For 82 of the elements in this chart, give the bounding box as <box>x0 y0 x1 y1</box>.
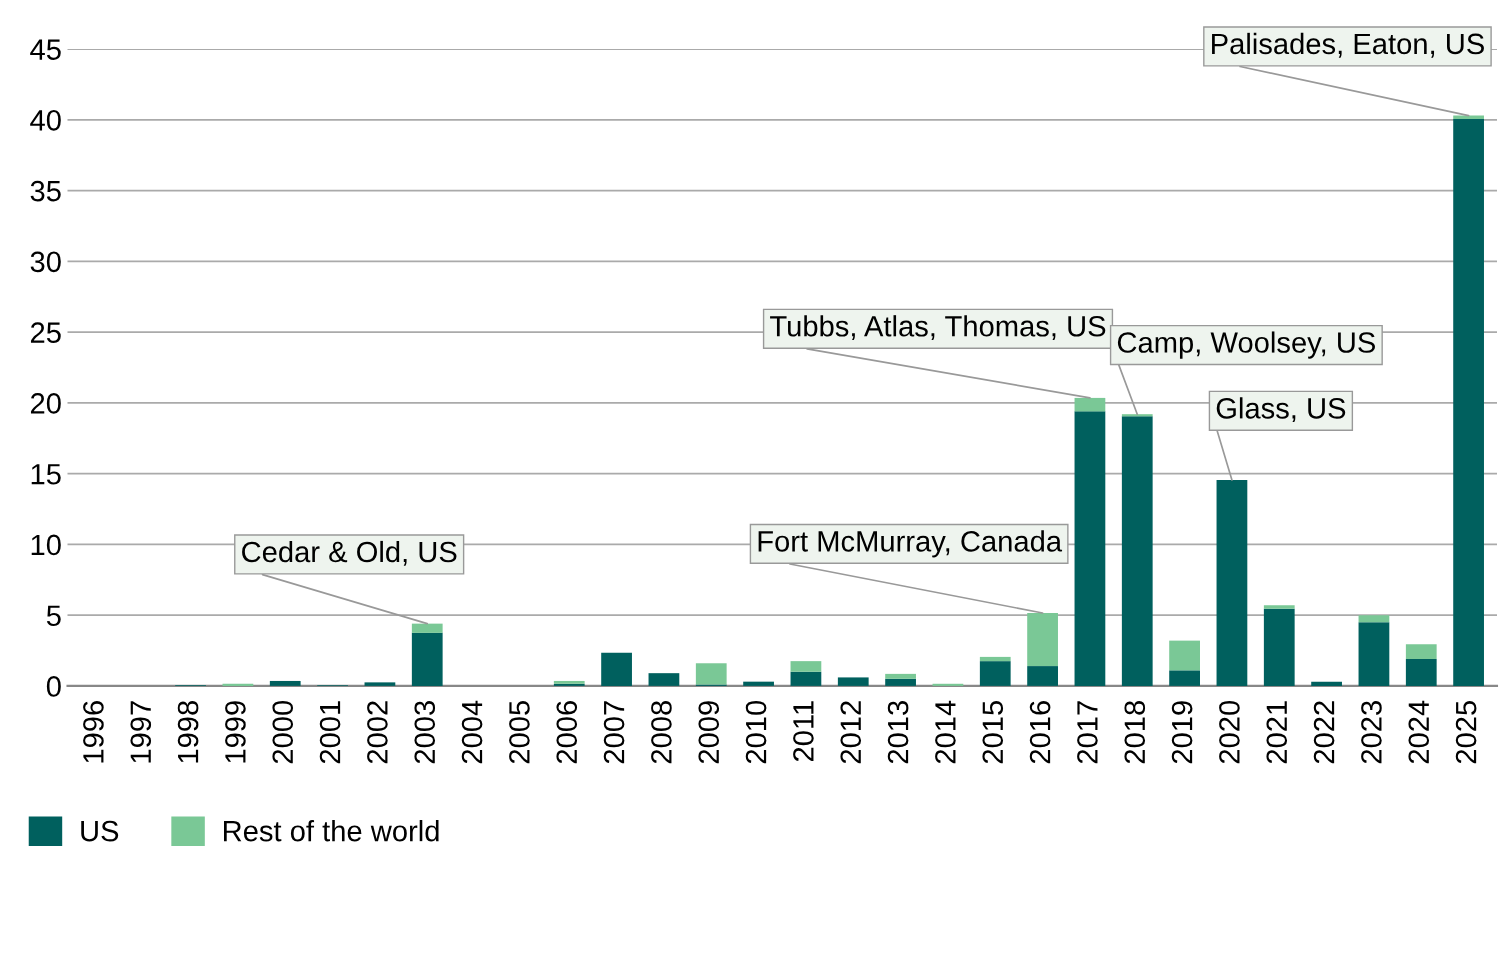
bar <box>1169 640 1200 671</box>
y-tick-label: 45 <box>30 39 61 60</box>
y-tick-label: 10 <box>31 534 61 556</box>
x-tick-label: 2008 <box>651 701 672 764</box>
y-tick-label: 15 <box>31 464 61 485</box>
bar <box>1074 411 1106 686</box>
x-tick-label: 2018 <box>1124 701 1146 764</box>
bar <box>1074 397 1106 412</box>
x-tick-label: 2006 <box>556 701 578 764</box>
bar <box>601 652 632 686</box>
bar <box>979 656 1011 662</box>
bar <box>1121 416 1153 686</box>
annotation: Tubbs, Atlas, Thomas, US <box>770 315 1106 341</box>
y-tick-label: 30 <box>30 251 61 273</box>
y-tick-label: 5 <box>46 605 61 626</box>
bar <box>364 682 396 686</box>
bar <box>1121 414 1153 417</box>
legend-label: US <box>81 820 119 842</box>
x-tick-label: 2005 <box>509 701 530 764</box>
bar <box>695 663 727 685</box>
annotation: Cedar & Old, US <box>242 540 457 566</box>
x-tick-label: 2009 <box>698 701 720 764</box>
x-tick-label: 2010 <box>745 700 767 764</box>
x-tick-label: 1996 <box>83 701 104 763</box>
bar <box>932 683 964 686</box>
bar <box>648 673 680 686</box>
bar <box>1358 615 1390 623</box>
bar <box>1405 659 1437 686</box>
x-tick-label: 2012 <box>840 701 862 764</box>
y-tick-label: 40 <box>30 110 61 131</box>
bar <box>1405 644 1437 660</box>
x-tick-label: 2014 <box>935 700 956 764</box>
x-tick-label: 2023 <box>1361 701 1382 764</box>
bar <box>1027 613 1058 667</box>
x-tick-label: 2015 <box>982 701 1004 764</box>
annotation: Fort McMurray, Canada <box>758 530 1063 558</box>
y-tick-label: 0 <box>46 676 61 697</box>
x-tick-label: 2019 <box>1171 701 1193 764</box>
x-tick-label: 2007 <box>603 701 625 764</box>
bar <box>1216 479 1248 686</box>
x-tick-label: 2022 <box>1313 701 1335 764</box>
x-tick-label: 2002 <box>367 701 388 764</box>
x-tick-label: 2013 <box>887 701 909 764</box>
bar <box>979 661 1011 686</box>
y-tick-label: 25 <box>30 322 61 343</box>
x-tick-label: 2001 <box>319 701 341 764</box>
bar <box>1263 608 1295 686</box>
bar <box>790 661 822 672</box>
bar <box>1453 119 1484 686</box>
bar <box>743 681 774 686</box>
bar <box>1358 622 1390 686</box>
bar <box>1027 666 1058 686</box>
y-tick-label: 35 <box>30 180 61 202</box>
bar <box>1169 670 1200 686</box>
x-tick-label: 1998 <box>177 701 199 763</box>
bar <box>885 673 916 679</box>
bar <box>411 623 443 633</box>
y-tick-label: 20 <box>30 393 61 414</box>
annotation: Glass, US <box>1216 397 1346 423</box>
x-tick-label: 1999 <box>225 701 246 763</box>
x-tick-label: 2000 <box>272 700 294 764</box>
legend-label: Rest of the world <box>224 820 439 842</box>
bar <box>790 671 822 686</box>
x-tick-label: 1997 <box>130 701 152 763</box>
x-tick-label: 2016 <box>1029 701 1051 764</box>
annotation: Camp, Woolsey, US <box>1117 331 1375 359</box>
bar <box>269 680 301 686</box>
x-tick-label: 2003 <box>414 701 436 764</box>
x-tick-label: 2020 <box>1219 700 1240 764</box>
bar <box>837 677 869 686</box>
x-tick-label: 2024 <box>1408 700 1430 764</box>
x-tick-label: 2025 <box>1455 701 1477 764</box>
x-tick-label: 2021 <box>1266 701 1288 764</box>
bar <box>411 632 443 686</box>
bar <box>1263 605 1295 609</box>
x-tick-label: 2011 <box>793 701 814 762</box>
bar <box>1311 681 1342 686</box>
bar <box>885 678 916 686</box>
annotation: Palisades, Eaton, US <box>1212 32 1484 58</box>
x-tick-label: 2017 <box>1077 701 1098 764</box>
x-tick-label: 2004 <box>461 700 483 764</box>
bar <box>222 683 254 686</box>
